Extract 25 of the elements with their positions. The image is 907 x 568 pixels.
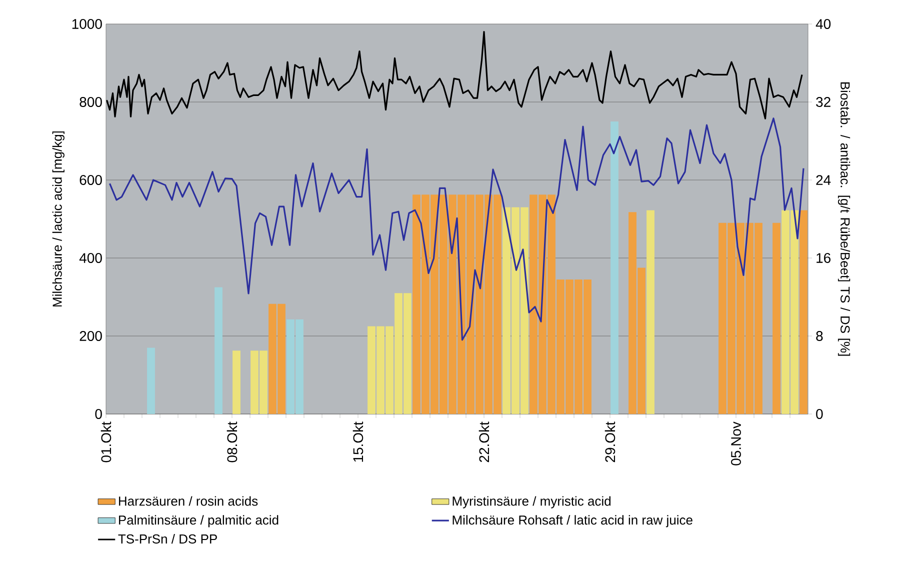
y-axis-title: Milchsäure / lactic acid [mg/kg] bbox=[52, 131, 64, 306]
y-tick-label: 600 bbox=[80, 175, 102, 185]
y2-tick-label: 0 bbox=[816, 409, 823, 419]
y-tick-label: 800 bbox=[80, 97, 102, 107]
legend-label: Myristinsäure / myristic acid bbox=[452, 496, 611, 508]
y-tick-label: 200 bbox=[80, 331, 102, 341]
y2-axis-title: Biostab. / antibac. [g/t Rübe/Beet] TS / DS [%] bbox=[838, 82, 850, 356]
y-tick-label: 400 bbox=[79, 253, 102, 263]
x-tick-label: 05.Nov bbox=[731, 422, 741, 466]
x-tick-label: 15.Okt bbox=[352, 422, 364, 462]
y2-tick-label: 8 bbox=[816, 331, 823, 341]
x-tick-label: 22.Okt bbox=[478, 422, 490, 462]
y-tick-label: 1000 bbox=[72, 19, 102, 29]
y2-tick-label: 40 bbox=[816, 19, 831, 29]
y-tick-label: 0 bbox=[95, 409, 102, 419]
x-tick-label: 29.Okt bbox=[604, 422, 616, 462]
legend-label: Harzsäuren / rosin acids bbox=[119, 496, 258, 506]
y2-tick-label: 32 bbox=[816, 97, 830, 107]
x-tick-label: 08.Okt bbox=[226, 422, 238, 462]
legend-label: TS-PrSn / DS PP bbox=[118, 534, 217, 544]
legend-label: Palmitinsäure / palmitic acid bbox=[119, 515, 278, 528]
y2-tick-label: 16 bbox=[816, 253, 830, 263]
y2-tick-label: 24 bbox=[816, 175, 831, 185]
legend-label: Milchsäure Rohsaft / latic acid in raw juice bbox=[452, 515, 692, 528]
x-tick-label: 01.Okt bbox=[100, 422, 112, 462]
